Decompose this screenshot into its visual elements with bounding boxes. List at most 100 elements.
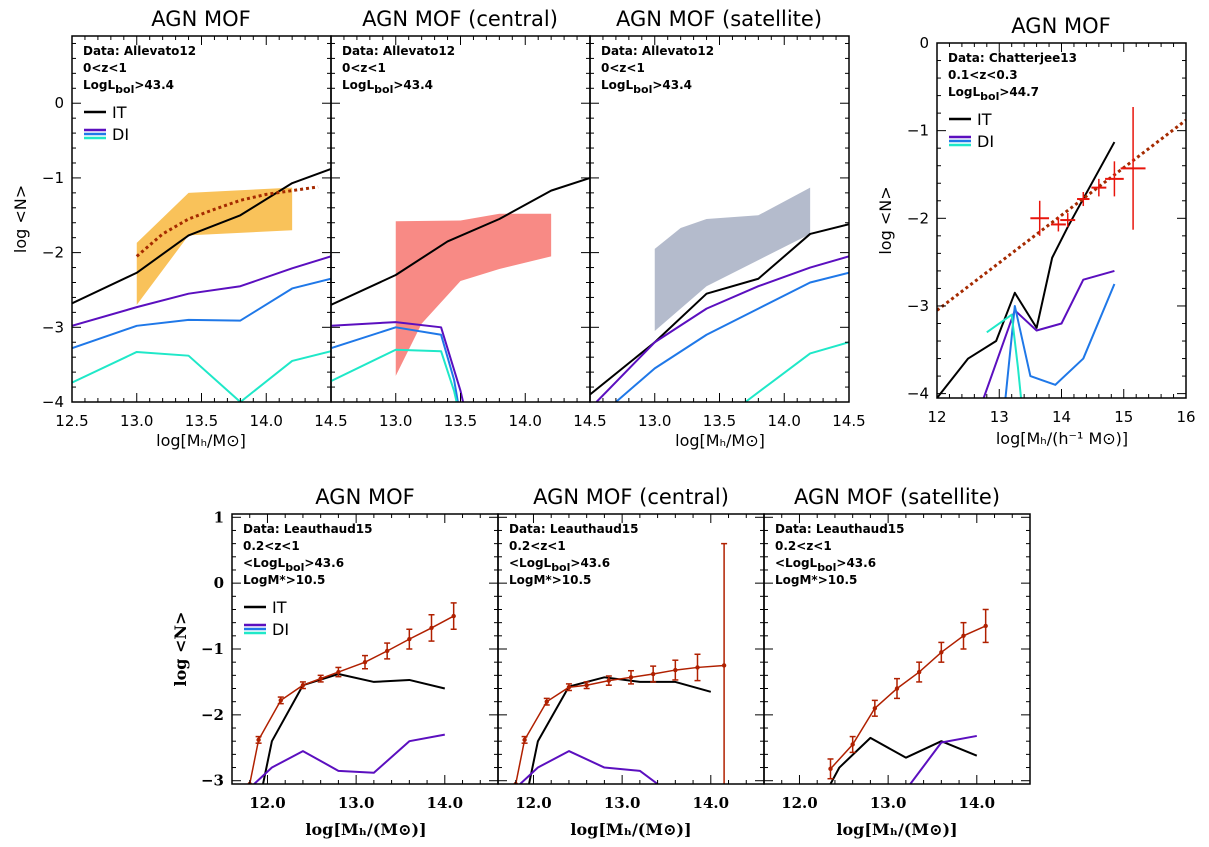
data-point xyxy=(894,686,900,691)
annotation-line: <LogLbol>43.6 xyxy=(775,556,876,574)
data-point xyxy=(566,684,572,690)
subscript: bol xyxy=(115,83,134,96)
annotation-rest: >43.4 xyxy=(652,78,692,92)
x-tick-label: 12.0 xyxy=(515,794,552,812)
series-line-di-blue xyxy=(1004,283,1116,398)
data-point xyxy=(695,665,700,670)
series-line-di-purple xyxy=(909,734,977,784)
chart-panel-1: 12.5 13.0 13.5 14.0 −4 −3 −2 −1 0 AGN MOF log[Mₕ/M… xyxy=(11,7,332,450)
subscript: bol xyxy=(285,561,304,574)
data-point xyxy=(983,623,988,629)
subscript: bol xyxy=(817,561,836,574)
panel-title: AGN MOF (central) xyxy=(533,485,729,509)
data-point xyxy=(721,663,727,668)
x-axis-label: log[Mₕ/(h⁻¹ M⊙)] xyxy=(996,429,1128,448)
series-line-fit xyxy=(937,118,1186,312)
annotation-line: Data: Chatterjee13 xyxy=(948,51,1077,65)
annotation-line: LogLbol>43.4 xyxy=(83,78,174,96)
y-tick-label: −2 xyxy=(42,244,64,262)
y-axis-label: log <N> xyxy=(171,612,190,687)
annotation-line: Data: Leauthaud15 xyxy=(243,522,373,536)
series-line-it xyxy=(937,141,1116,398)
data-point xyxy=(872,706,878,711)
y-axis-label: log <N> xyxy=(11,185,30,253)
x-tick-label: 13.5 xyxy=(444,412,477,430)
data-point xyxy=(606,678,612,683)
y-tick-label: −4 xyxy=(42,393,64,411)
x-tick-label: 14 xyxy=(1052,408,1071,426)
y-tick-label: −3 xyxy=(907,297,929,315)
x-axis-label: log[Mₕ/M⊙] xyxy=(675,431,765,450)
series-line-di-purple xyxy=(595,255,849,402)
x-tick-label: 14.0 xyxy=(509,412,542,430)
x-tick-label: 13.5 xyxy=(185,412,218,430)
x-tick-label: 12.5 xyxy=(55,412,88,430)
data-point xyxy=(916,669,922,675)
data-point xyxy=(828,766,833,772)
series-line-it xyxy=(72,168,331,305)
confidence-band xyxy=(395,213,552,376)
x-tick-label: 16 xyxy=(1176,408,1195,426)
plot-area xyxy=(331,176,590,402)
plot-area xyxy=(937,106,1186,398)
series-line-di-purple xyxy=(982,269,1115,398)
panel-title: AGN MOF (satellite) xyxy=(616,7,822,31)
chart-panel-7: 12.0 13.0 14.0 AGN MOF (satellite) log[Mₕ/(M… xyxy=(763,485,1031,839)
y-tick-label: −2 xyxy=(201,706,224,724)
data-point xyxy=(584,683,589,688)
x-axis-label: log[Mₕ/M⊙] xyxy=(156,431,246,450)
data-point xyxy=(336,669,341,675)
plot-area xyxy=(247,602,457,784)
chart-panel-6: 12.0 13.0 14.0 AGN MOF (central) log[Mₕ/(M⊙)… xyxy=(497,485,765,839)
series-line-di-blue xyxy=(331,326,459,402)
data-point xyxy=(362,659,368,665)
annotation-line: Data: Leauthaud15 xyxy=(775,522,905,536)
y-tick-label: −4 xyxy=(907,385,929,403)
x-tick-label: 13.0 xyxy=(870,794,907,812)
data-point xyxy=(451,613,456,619)
x-tick-label: 13.5 xyxy=(703,412,736,430)
annotation-line: Data: Allevato12 xyxy=(601,44,714,58)
series-line-di-purple xyxy=(519,750,659,784)
annotation-rest: >43.4 xyxy=(134,78,174,92)
chart-panel-2: 14.5 13.0 13.5 14.0 AGN MOF (central) Data: A… xyxy=(314,7,591,430)
x-tick-label: 13.0 xyxy=(604,794,641,812)
x-tick-label: 14.0 xyxy=(959,794,996,812)
x-tick-label: 14.0 xyxy=(768,412,801,430)
data-point xyxy=(407,636,412,642)
annotation-line: 0.2<z<1 xyxy=(243,539,300,553)
annotation-line: Data: Leauthaud15 xyxy=(509,522,639,536)
plot-area xyxy=(72,168,331,402)
series-line-it xyxy=(262,673,446,784)
y-tick-label: −1 xyxy=(907,122,929,140)
plot-frame xyxy=(763,513,1031,785)
confidence-band xyxy=(654,187,811,332)
y-tick-label: 0 xyxy=(54,94,64,112)
y-tick-label: 0 xyxy=(214,574,224,592)
series-line-di-purple xyxy=(72,255,331,327)
x-tick-label: 13.0 xyxy=(338,794,375,812)
annotation-rest: >43.6 xyxy=(570,556,610,570)
subscript: bol xyxy=(374,83,393,96)
annotation-line: <LogLbol>43.6 xyxy=(509,556,610,574)
series-line-di-purple xyxy=(331,321,465,402)
panel-title: AGN MOF xyxy=(151,7,250,31)
x-tick-label: 15 xyxy=(1114,408,1133,426)
series-line-it xyxy=(528,676,712,784)
panel-title: AGN MOF (satellite) xyxy=(794,485,1000,509)
y-tick-label: −1 xyxy=(42,169,64,187)
data-line xyxy=(829,625,986,770)
panel-title: AGN MOF xyxy=(315,485,414,509)
legend-label-it: IT xyxy=(112,103,127,122)
annotation-rest: >43.6 xyxy=(304,556,344,570)
subscript: bol xyxy=(980,90,999,103)
plot-area xyxy=(827,608,989,784)
annotation-line: LogM*>10.5 xyxy=(243,573,325,587)
x-axis-label: log[Mₕ/(M⊙)] xyxy=(836,820,957,839)
series-line-di-cyan xyxy=(331,348,458,402)
data-point xyxy=(939,650,944,655)
legend-label-di: DI xyxy=(272,620,289,639)
plot-area xyxy=(590,187,849,402)
y-tick-label: −3 xyxy=(42,318,64,336)
